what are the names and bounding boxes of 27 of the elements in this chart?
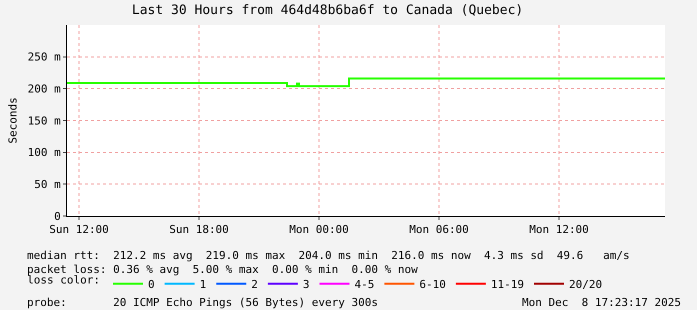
legend-label: 20/20 bbox=[569, 278, 602, 292]
y-tick-label: 0 bbox=[54, 210, 61, 223]
legend-label: 1 bbox=[200, 278, 206, 292]
x-tick-label: Mon 00:00 bbox=[289, 223, 349, 236]
chart-title: Last 30 Hours from 464d48b6ba6f to Canada (Quebec) bbox=[132, 2, 524, 18]
x-tick-label: Mon 06:00 bbox=[409, 223, 469, 236]
text: Mon Dec 8 17:23:17 2025 bbox=[522, 296, 681, 309]
x-tick-label: Mon 12:00 bbox=[529, 223, 589, 236]
text: probe: 20 ICMP Echo Pings (56 Bytes) every 300s bbox=[27, 296, 378, 309]
legend-label: 11-19 bbox=[490, 278, 524, 292]
y-tick-label: 100 m bbox=[28, 146, 62, 160]
legend-label: 2 bbox=[251, 278, 258, 292]
legend-label: 6-10 bbox=[419, 278, 446, 292]
text: packet loss: 0.36 % avg 5.00 % max 0.00 % min 0.00 % now bbox=[27, 263, 418, 276]
x-tick-label: Sun 18:00 bbox=[169, 223, 229, 236]
legend-label: 4-5 bbox=[354, 278, 374, 292]
legend-label: 0 bbox=[148, 278, 155, 292]
y-axis-title: Seconds bbox=[6, 97, 20, 144]
line-series bbox=[67, 77, 665, 88]
y-tick-label: 150 m bbox=[28, 114, 62, 128]
y-tick-label: 250 m bbox=[28, 50, 62, 64]
text: median rtt: 212.2 ms avg 219.0 ms max 204.0 ms min 216.0 ms now 4.3 ms sd 49.6 am/s bbox=[27, 249, 630, 262]
y-tick-label: 200 m bbox=[28, 82, 62, 96]
legend-label: 3 bbox=[302, 278, 310, 292]
y-tick-label: 50 m bbox=[34, 178, 62, 192]
legend-title: loss color: bbox=[27, 274, 100, 287]
x-tick-label: Sun 12:00 bbox=[49, 223, 109, 236]
